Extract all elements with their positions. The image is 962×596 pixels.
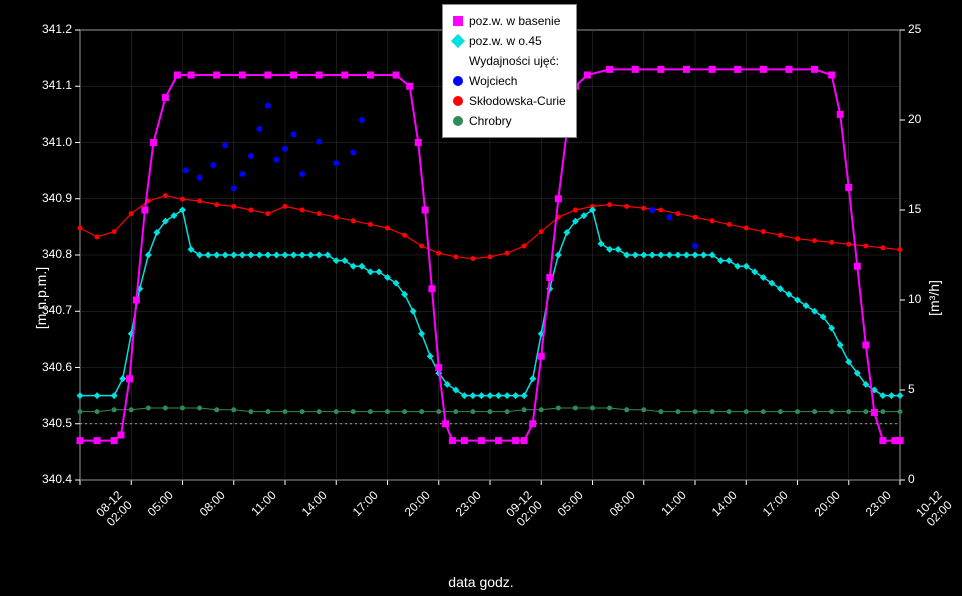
legend-marker-icon [451, 34, 465, 48]
legend: poz.w. w baseniepoz.w. w o.45Wydajności … [442, 4, 577, 138]
legend-label: poz.w. w basenie [469, 11, 560, 31]
legend-marker-icon [453, 16, 463, 26]
legend-marker-icon [453, 76, 463, 86]
legend-label: Chrobry [469, 111, 512, 131]
legend-marker-icon [453, 96, 463, 106]
y-left-axis-label: [m n.p.m.] [33, 267, 49, 329]
y-right-tick-label: 15 [908, 202, 921, 216]
y-left-tick-label: 340.6 [42, 360, 72, 374]
y-left-tick-label: 340.7 [42, 303, 72, 317]
y-right-axis-label: [m³/h] [926, 280, 942, 316]
legend-marker-icon [453, 116, 463, 126]
y-right-tick-label: 10 [908, 292, 921, 306]
y-left-tick-label: 341.1 [42, 78, 72, 92]
legend-label: Skłodowska-Curie [469, 91, 566, 111]
y-left-tick-label: 340.9 [42, 191, 72, 205]
y-right-tick-label: 5 [908, 382, 915, 396]
y-left-tick-label: 341.2 [42, 22, 72, 36]
legend-item: Skłodowska-Curie [453, 91, 566, 111]
legend-item: Wojciech [453, 71, 566, 91]
legend-label: Wydajności ujęć: [469, 51, 559, 71]
y-right-tick-label: 0 [908, 472, 915, 486]
legend-item: Chrobry [453, 111, 566, 131]
legend-label: poz.w. w o.45 [469, 31, 542, 51]
x-axis-label: data godz. [448, 574, 513, 590]
y-left-tick-label: 340.4 [42, 472, 72, 486]
legend-item: Wydajności ujęć: [453, 51, 566, 71]
legend-label: Wojciech [469, 71, 517, 91]
legend-item: poz.w. w basenie [453, 11, 566, 31]
y-left-tick-label: 340.8 [42, 247, 72, 261]
y-right-tick-label: 20 [908, 112, 921, 126]
y-left-tick-label: 340.5 [42, 416, 72, 430]
legend-item: poz.w. w o.45 [453, 31, 566, 51]
chart-container: [m n.p.m.] [m³/h] data godz. poz.w. w ba… [0, 0, 962, 596]
y-right-tick-label: 25 [908, 22, 921, 36]
y-left-tick-label: 341.0 [42, 135, 72, 149]
